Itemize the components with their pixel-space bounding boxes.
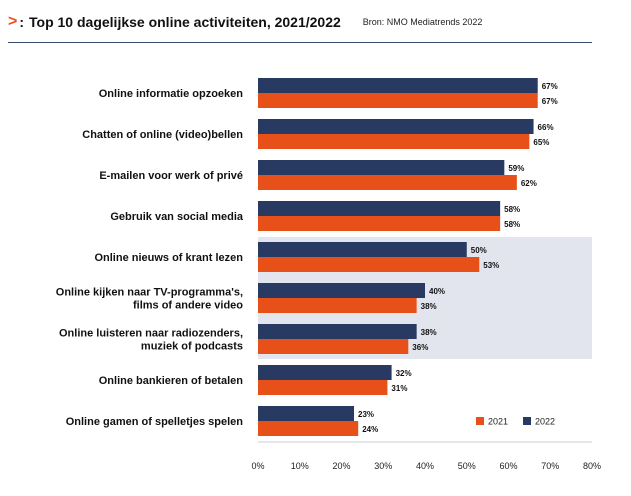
legend-label-2021: 2021: [488, 417, 508, 427]
value-label-2021: 67%: [542, 97, 558, 106]
x-tick-label: 10%: [291, 461, 309, 471]
bar-2021: [258, 216, 501, 231]
x-tick-label: 40%: [416, 461, 434, 471]
bar-2022: [258, 119, 534, 134]
x-tick-label: 60%: [499, 461, 517, 471]
value-label-2022: 50%: [471, 246, 487, 255]
x-tick-label: 0%: [251, 461, 264, 471]
bar-2021: [258, 134, 530, 149]
category-label: Gebruik van social media: [110, 211, 244, 223]
header-divider: [8, 42, 592, 43]
value-label-2022: 58%: [504, 205, 520, 214]
bar-2022: [258, 78, 538, 93]
bar-2022: [258, 283, 425, 298]
value-label-2021: 65%: [533, 138, 549, 147]
x-tick-label: 30%: [374, 461, 392, 471]
value-label-2022: 40%: [429, 287, 445, 296]
bar-2022: [258, 242, 467, 257]
chart-header: > : Top 10 dagelijkse online activiteite…: [8, 10, 608, 34]
chevron-right-icon: >: [8, 13, 18, 30]
category-label: Chatten of online (video)bellen: [82, 129, 243, 141]
x-tick-label: 20%: [332, 461, 350, 471]
category-label: Online gamen of spelletjes spelen: [66, 416, 244, 428]
category-label: Online bankieren of betalen: [99, 375, 244, 387]
category-label: Online informatie opzoeken: [99, 88, 244, 100]
bar-2022: [258, 201, 501, 216]
bar-2021: [258, 175, 517, 190]
value-label-2021: 62%: [521, 179, 537, 188]
value-label-2022: 66%: [538, 123, 554, 132]
chart-title: Top 10 dagelijkse online activiteiten, 2…: [29, 14, 341, 30]
category-label: Online kijken naar TV-programma's, films …: [56, 287, 244, 312]
bar-2022: [258, 406, 355, 421]
category-label: E-mailen voor werk of privé: [99, 170, 243, 182]
chart-source: Bron: NMO Mediatrends 2022: [362, 17, 483, 27]
bar-2021: [258, 421, 359, 436]
category-label: Online nieuws of krant lezen: [94, 252, 243, 264]
bar-2022: [258, 160, 505, 175]
value-label-2021: 36%: [412, 343, 428, 352]
value-label-2022: 67%: [542, 82, 558, 91]
legend-swatch-2022: [523, 417, 531, 425]
value-label-2022: 38%: [421, 328, 437, 337]
bar-2021: [258, 257, 480, 272]
value-label-2022: 32%: [396, 369, 412, 378]
value-label-2021: 38%: [421, 302, 437, 311]
bar-2021: [258, 298, 417, 313]
bar-2021: [258, 93, 538, 108]
legend-label-2022: 2022: [535, 417, 555, 427]
value-label-2021: 24%: [362, 425, 378, 434]
title-colon: :: [19, 14, 25, 30]
category-label: Online luisteren naar radiozenders, muzie…: [59, 328, 243, 353]
bar-2022: [258, 324, 417, 339]
legend-swatch-2021: [476, 417, 484, 425]
x-tick-label: 70%: [541, 461, 559, 471]
x-tick-label: 80%: [583, 461, 601, 471]
bar-2022: [258, 365, 392, 380]
value-label-2021: 53%: [483, 261, 499, 270]
x-tick-label: 50%: [458, 461, 476, 471]
value-label-2022: 59%: [508, 164, 524, 173]
bar-2021: [258, 339, 409, 354]
bar-2021: [258, 380, 388, 395]
value-label-2021: 31%: [391, 384, 407, 393]
value-label-2021: 58%: [504, 220, 520, 229]
value-label-2022: 23%: [358, 410, 374, 419]
